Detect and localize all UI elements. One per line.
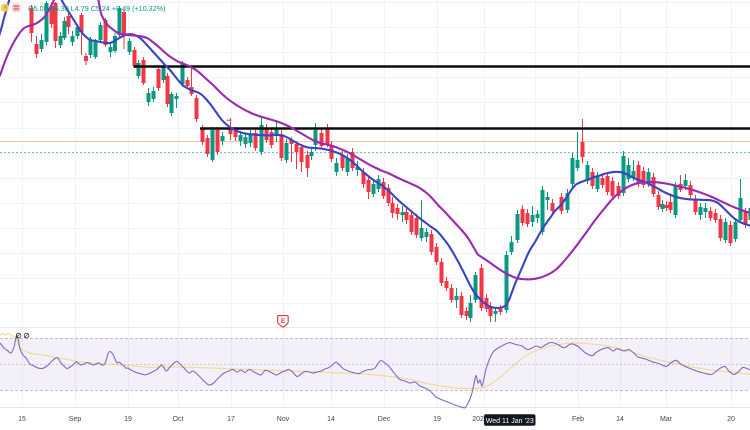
svg-text:15: 15	[18, 416, 26, 423]
svg-text:Mar: Mar	[660, 416, 673, 423]
svg-text:2023: 2023	[472, 416, 488, 423]
svg-text:20: 20	[727, 416, 735, 423]
svg-text:∅ ∅: ∅ ∅	[16, 332, 30, 340]
svg-text:17: 17	[227, 416, 235, 423]
svg-text:14: 14	[327, 416, 335, 423]
svg-text:Sep: Sep	[69, 416, 82, 423]
svg-text:O5.08 H5.30 L4.79 C5.24 +0.49: O5.08 H5.30 L4.79 C5.24 +0.49 (+10.32%)	[28, 4, 165, 13]
svg-text:19: 19	[124, 416, 132, 423]
svg-text:Nov: Nov	[277, 416, 290, 423]
svg-text:Feb: Feb	[572, 416, 584, 423]
svg-text:Oct: Oct	[173, 416, 184, 423]
svg-text:19: 19	[433, 416, 441, 423]
svg-text:Wed 11 Jan ’23: Wed 11 Jan ’23	[486, 418, 534, 425]
svg-text:Dec: Dec	[378, 416, 391, 423]
svg-text:14: 14	[616, 416, 624, 423]
svg-text:E: E	[281, 318, 286, 325]
